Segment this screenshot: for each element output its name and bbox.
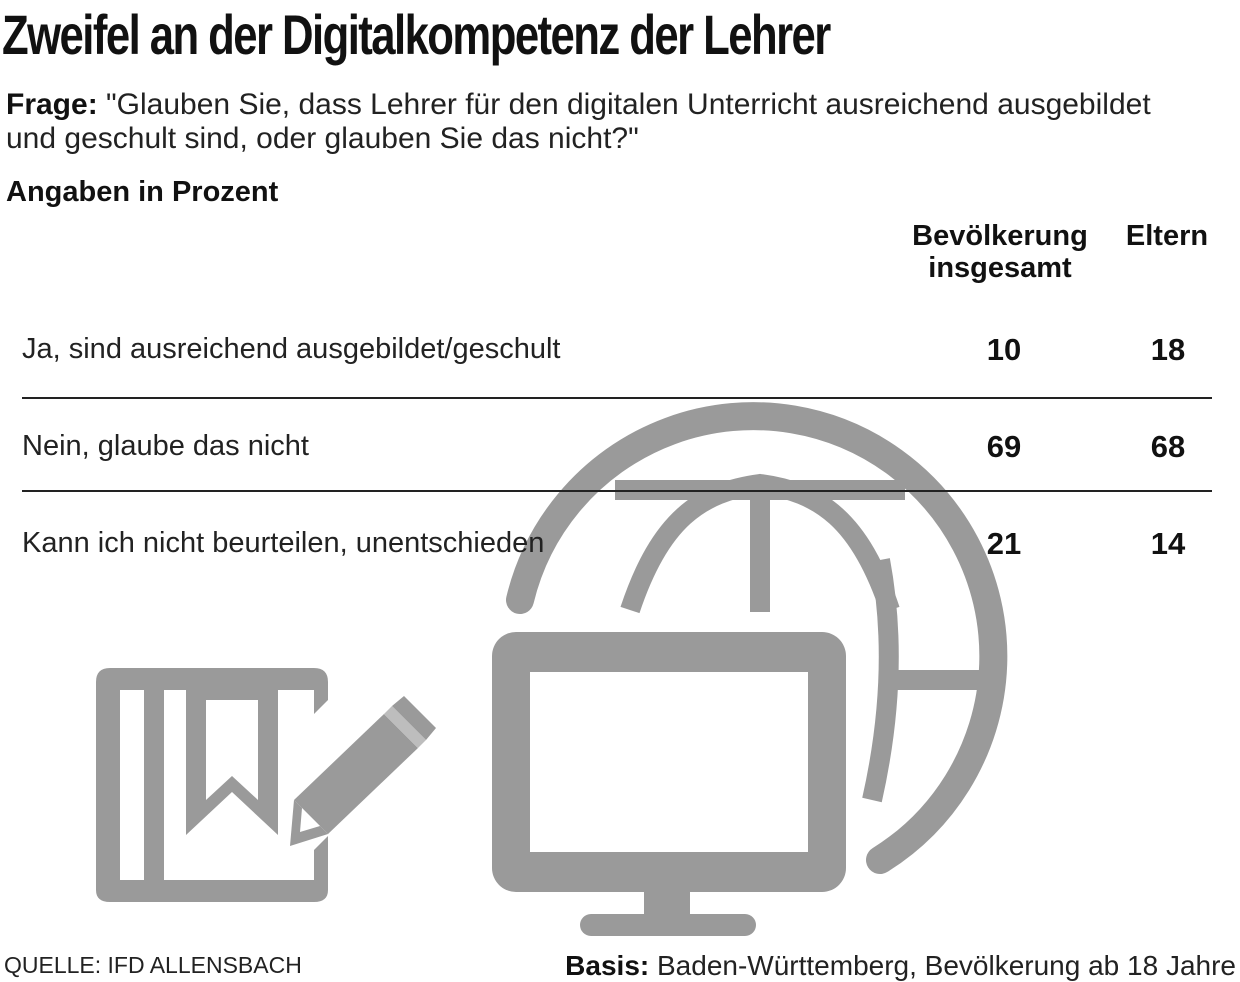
value-no-population: 69 — [986, 429, 1022, 464]
column-header-population-line2: insgesamt — [928, 252, 1072, 284]
column-header-population-line1: Bevölkerung — [912, 220, 1088, 252]
row-label-yes: Ja, sind ausreichend ausgebildet/geschul… — [22, 333, 561, 365]
question-label: Frage: — [6, 88, 98, 121]
column-header-parents: Eltern — [1110, 220, 1224, 252]
notebook-pencil-icon — [96, 668, 436, 902]
basis-text: Baden-Württemberg, Bevölkerung ab 18 Jah… — [657, 950, 1236, 981]
survey-question: Frage: "Glauben Sie, dass Lehrer für den… — [6, 88, 1186, 156]
chart-title: Zweifel an der Digitalkompetenz der Lehr… — [2, 3, 831, 66]
value-yes-parents: 18 — [1150, 332, 1186, 367]
row-label-no: Nein, glaube das nicht — [22, 430, 309, 462]
basis-note: Basis: Baden-Württemberg, Bevölkerung ab… — [565, 950, 1236, 982]
value-undecided-population: 21 — [986, 526, 1022, 561]
row-label-undecided: Kann ich nicht beurteilen, unentschieden — [22, 527, 545, 559]
value-no-parents: 68 — [1150, 429, 1186, 464]
column-header-parents-line1: Eltern — [1125, 220, 1209, 252]
row-divider — [22, 397, 1212, 399]
row-divider — [22, 490, 1212, 492]
unit-note: Angaben in Prozent — [6, 176, 279, 208]
column-header-population: Bevölkerung insgesamt — [900, 220, 1100, 284]
question-text: "Glauben Sie, dass Lehrer für den digita… — [6, 88, 1151, 155]
value-yes-population: 10 — [986, 332, 1022, 367]
monitor-icon — [492, 632, 846, 936]
value-undecided-parents: 14 — [1150, 526, 1186, 561]
basis-label: Basis: — [565, 950, 650, 981]
source-note: QUELLE: IFD ALLENSBACH — [4, 952, 302, 978]
